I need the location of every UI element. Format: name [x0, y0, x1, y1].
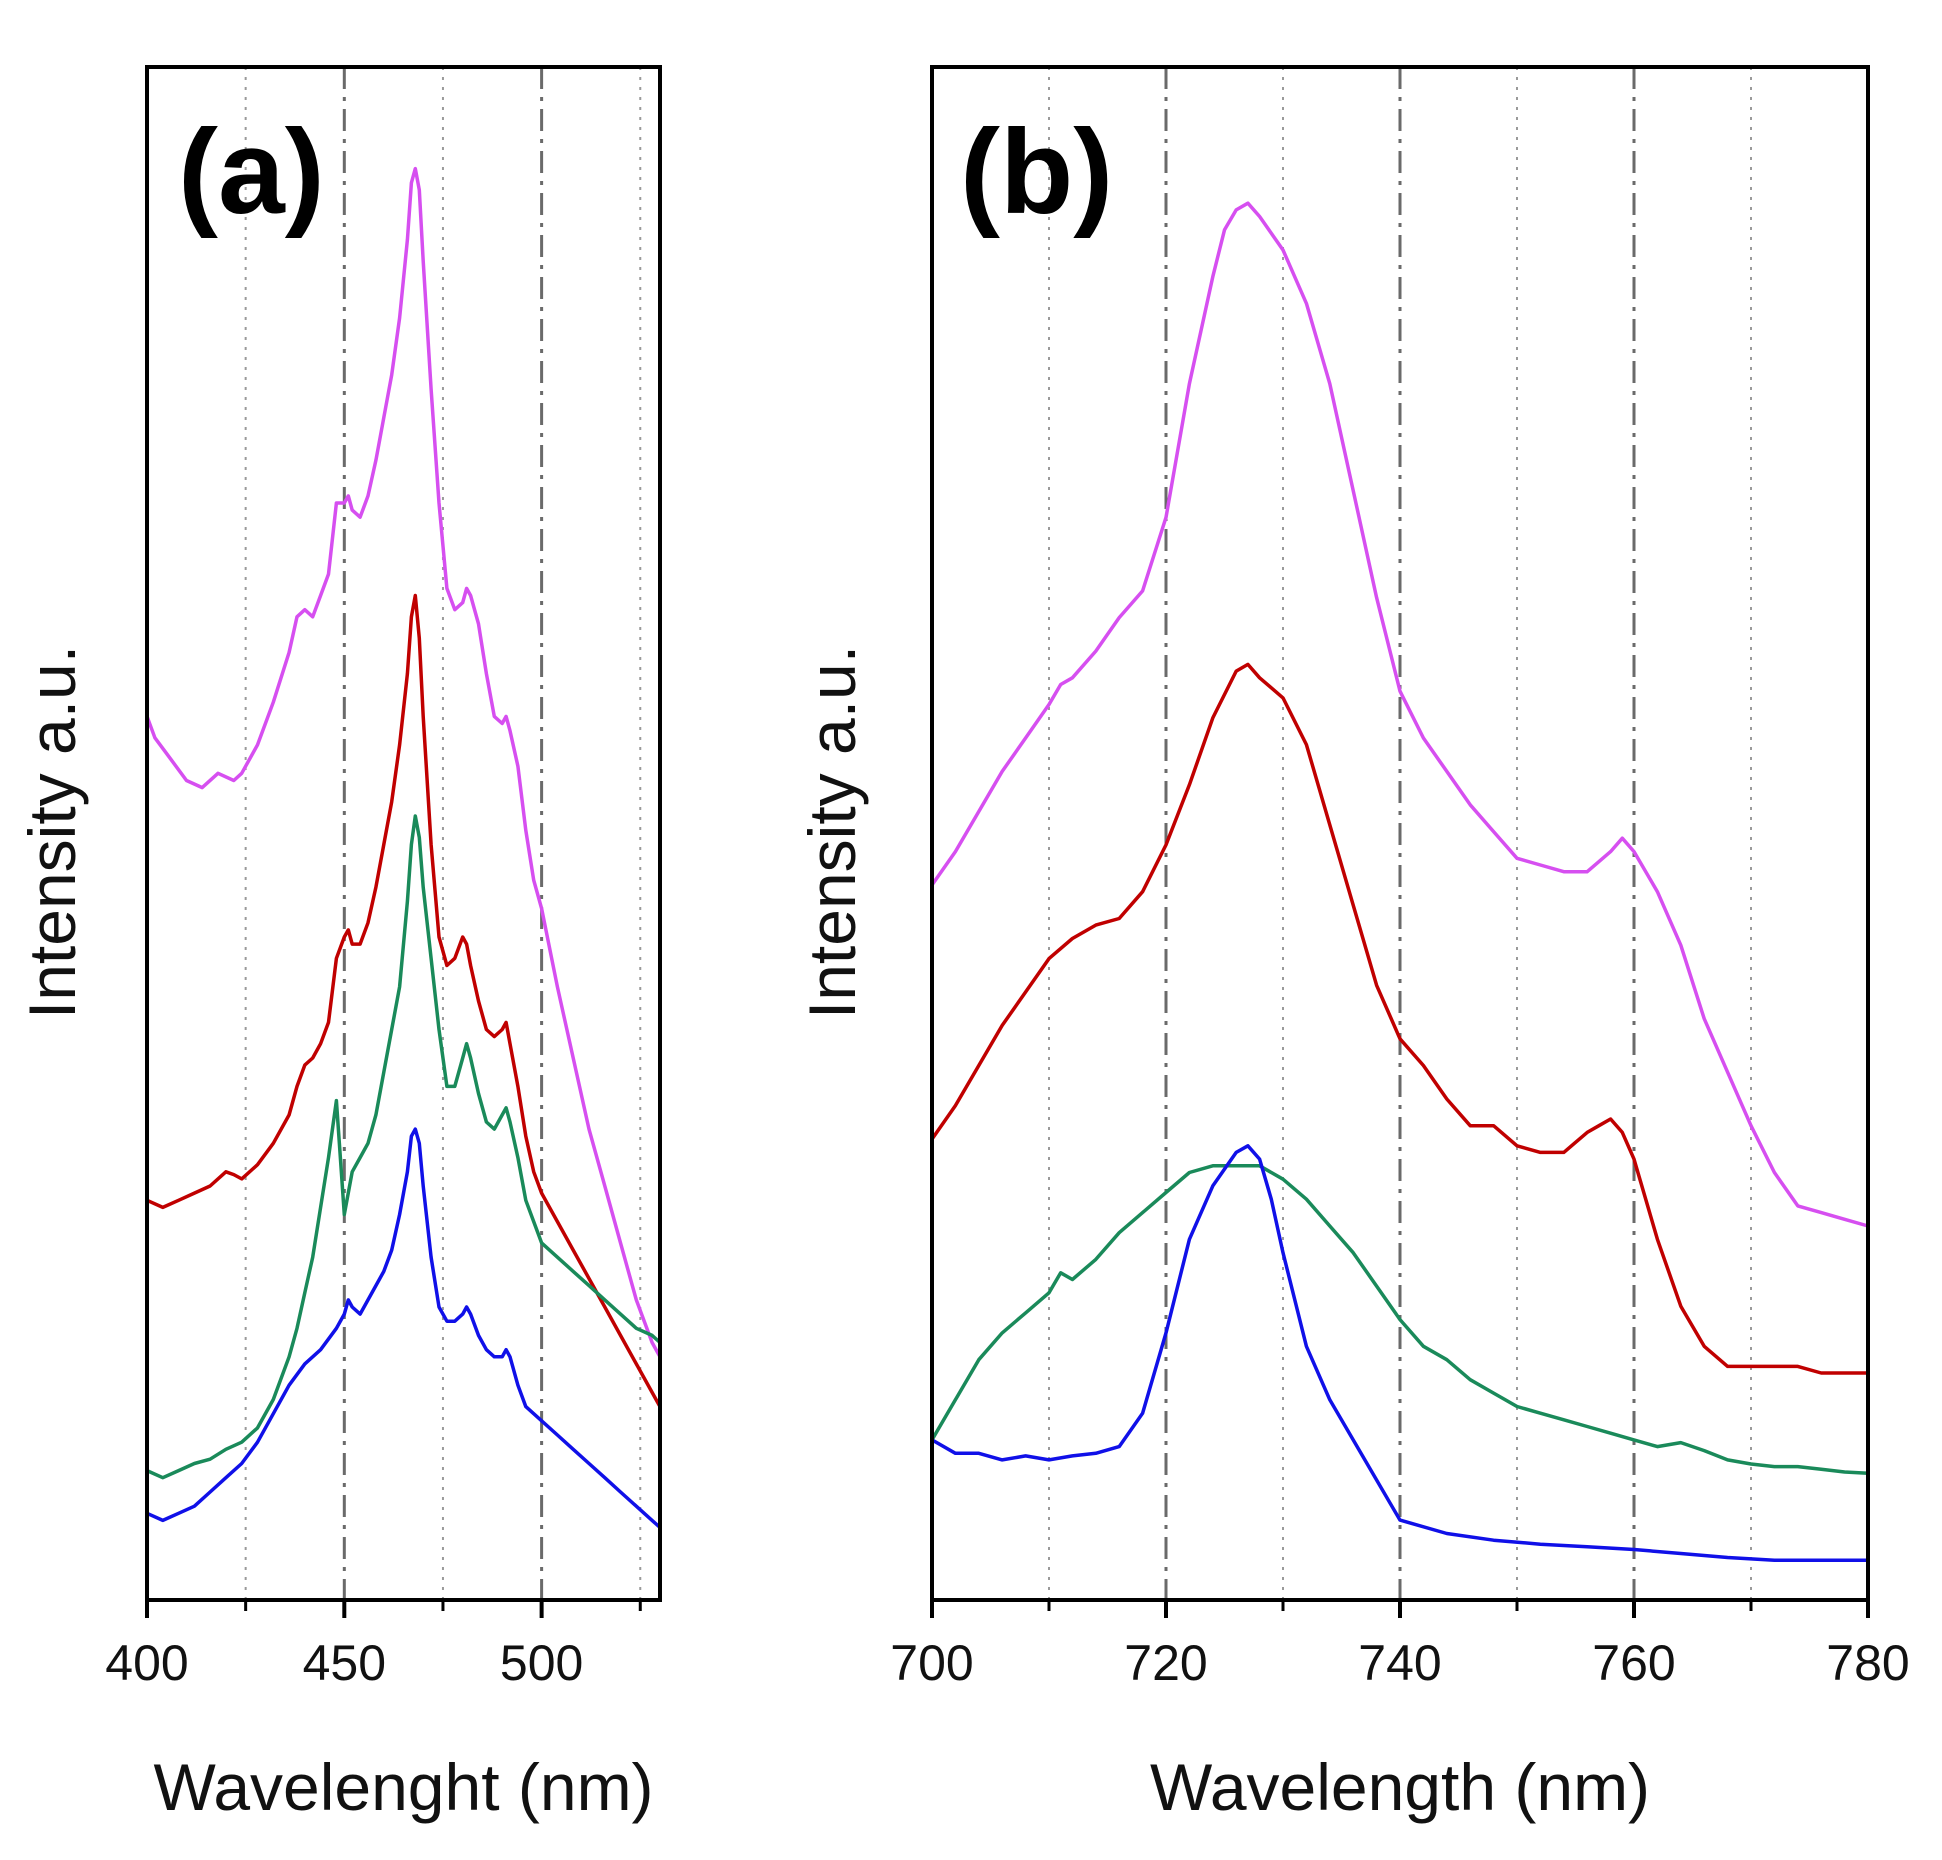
series-line-green	[145, 814, 662, 1480]
panel-label: (a)	[178, 105, 325, 239]
series-line-magenta	[930, 201, 1870, 1228]
series-line-magenta	[145, 166, 662, 1359]
x-tick-label: 450	[303, 1635, 386, 1691]
x-tick-label: 760	[1592, 1635, 1675, 1691]
series-line-blue	[930, 1144, 1870, 1562]
series-line-blue	[145, 1127, 662, 1530]
panel-b-chart: 700 720 740 760 780 (b) Wavelength (nm) Intensi…	[795, 65, 1910, 1824]
x-tick-label: 500	[500, 1635, 583, 1691]
x-tick-label: 720	[1124, 1635, 1207, 1691]
x-tick-label: 740	[1358, 1635, 1441, 1691]
x-axis-title: Wavelength (nm)	[1150, 1750, 1650, 1824]
plot-frame	[145, 65, 662, 1602]
y-axis-title: Intensity a.u.	[15, 645, 89, 1019]
series-line-red	[930, 662, 1870, 1375]
x-tick-label: 400	[105, 1635, 188, 1691]
series-line-red	[145, 593, 662, 1409]
series-line-green	[930, 1164, 1870, 1476]
y-axis-title: Intensity a.u.	[795, 645, 869, 1019]
panel-label: (b)	[960, 105, 1113, 239]
x-tick-label: 700	[890, 1635, 973, 1691]
x-axis-title: Wavelenght (nm)	[153, 1750, 653, 1824]
panel-a-chart: 400 450 500 (a) Wavelenght (nm) Intensity a.u…	[15, 65, 662, 1824]
x-tick-label: 780	[1826, 1635, 1909, 1691]
